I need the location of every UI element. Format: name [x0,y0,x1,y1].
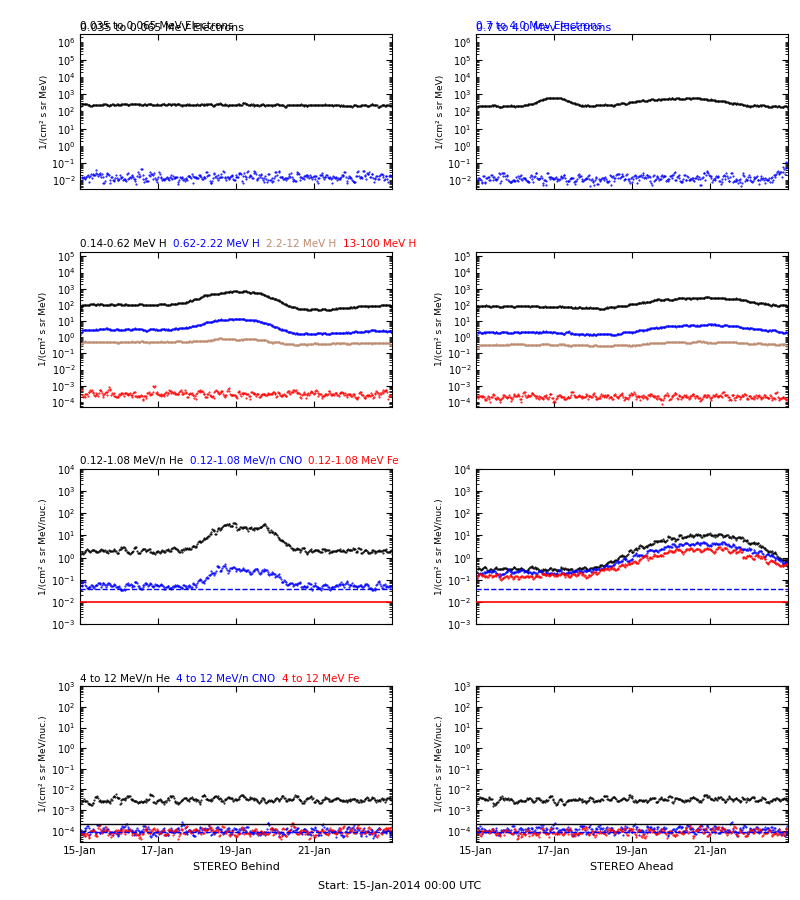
Y-axis label: 1/(cm² s sr MeV/nuc.): 1/(cm² s sr MeV/nuc.) [435,716,444,812]
Text: 4 to 12 MeV Fe: 4 to 12 MeV Fe [282,673,366,684]
Text: 0.035 to 0.065 MeV Electrons: 0.035 to 0.065 MeV Electrons [80,23,244,33]
Text: 0.035 to 0.065 MeV Electrons: 0.035 to 0.065 MeV Electrons [80,21,234,31]
Y-axis label: 1/(cm² s sr MeV): 1/(cm² s sr MeV) [39,75,49,149]
Text: 2.2-12 MeV H: 2.2-12 MeV H [266,238,343,249]
X-axis label: STEREO Behind: STEREO Behind [193,862,279,872]
Y-axis label: 1/(cm² s sr MeV): 1/(cm² s sr MeV) [39,292,48,366]
Text: 0.12-1.08 MeV Fe: 0.12-1.08 MeV Fe [309,456,406,466]
Y-axis label: 1/(cm² s sr MeV): 1/(cm² s sr MeV) [436,75,445,149]
Text: 0.7 to 4.0 Mev Electrons: 0.7 to 4.0 Mev Electrons [476,23,611,33]
Text: 0.7 to 4.0 Mev Electrons: 0.7 to 4.0 Mev Electrons [476,21,602,31]
Text: 4 to 12 MeV/n CNO: 4 to 12 MeV/n CNO [177,673,282,684]
Y-axis label: 1/(cm² s sr MeV/nuc.): 1/(cm² s sr MeV/nuc.) [39,716,48,812]
Text: 0.14-0.62 MeV H: 0.14-0.62 MeV H [80,238,173,249]
Y-axis label: 1/(cm² s sr MeV): 1/(cm² s sr MeV) [435,292,445,366]
Text: 0.62-2.22 MeV H: 0.62-2.22 MeV H [173,238,266,249]
Y-axis label: 1/(cm² s sr MeV/nuc.): 1/(cm² s sr MeV/nuc.) [435,499,445,595]
Text: 13-100 MeV H: 13-100 MeV H [343,238,423,249]
Text: 0.12-1.08 MeV/n CNO: 0.12-1.08 MeV/n CNO [190,456,309,466]
X-axis label: STEREO Ahead: STEREO Ahead [590,862,674,872]
Y-axis label: 1/(cm² s sr MeV/nuc.): 1/(cm² s sr MeV/nuc.) [39,499,48,595]
Text: 0.12-1.08 MeV/n He: 0.12-1.08 MeV/n He [80,456,190,466]
Text: 4 to 12 MeV/n He: 4 to 12 MeV/n He [80,673,177,684]
Text: Start: 15-Jan-2014 00:00 UTC: Start: 15-Jan-2014 00:00 UTC [318,881,482,891]
